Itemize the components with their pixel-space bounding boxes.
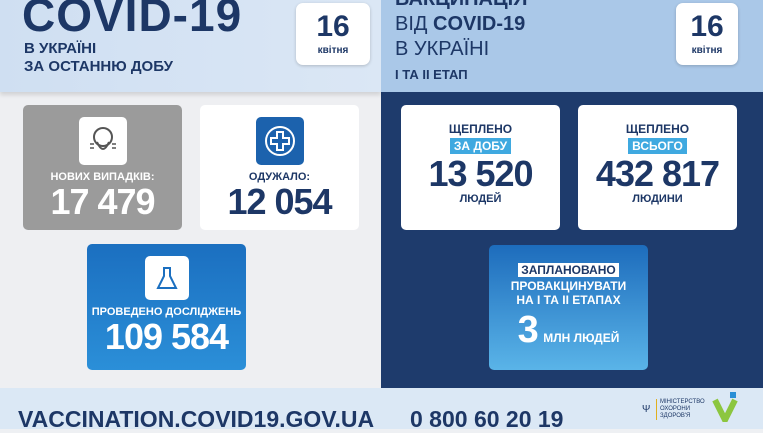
recovered-value: 12 054 [227,181,332,222]
vaccinated-total-value: 432 817 [595,153,720,194]
trident-icon: Ψ [642,404,651,415]
date-badge: 16 квітня [296,3,370,65]
covid-title: COVID-19 [22,0,243,41]
vaccinated-total-card: ЩЕПЛЕНО ВСЬОГО 432 817 ЛЮДИНИ [578,105,737,230]
vaccination-logo [712,392,740,427]
hotline-phone[interactable]: 0 800 60 20 19 [410,406,564,432]
date-badge: 16 квітня [676,3,738,65]
vaccinated-daily-value: 13 520 [428,153,533,194]
left-header: COVID-19 В УКРАЇНІ ЗА ОСТАННЮ ДОБУ 16 кв… [0,0,381,92]
stage-label: І ТА ІІ ЕТАП [395,67,468,82]
vaccination-title: ВАКЦИНАЦІЯ [395,0,528,11]
new-cases-value: 17 479 [50,181,155,222]
medical-cross-icon [255,117,304,165]
tests-value: 109 584 [104,316,229,357]
flask-icon [144,256,189,300]
coughing-person-icon [78,117,127,165]
recovered-card: ОДУЖАЛО: 12 054 [200,105,359,230]
subtitle: В УКРАЇНІ [24,40,97,57]
new-cases-card: НОВИХ ВИПАДКІВ: 17 479 [23,105,182,230]
right-header: ВАКЦИНАЦІЯ ВІД COVID-19 В УКРАЇНІ І ТА І… [381,0,763,92]
tests-card: ПРОВЕДЕНО ДОСЛІДЖЕНЬ 109 584 [87,244,246,370]
footer: VACCINATION.COVID19.GOV.UA 0 800 60 20 1… [0,388,763,432]
website-link[interactable]: VACCINATION.COVID19.GOV.UA [18,406,375,432]
vaccinated-daily-card: ЩЕПЛЕНО ЗА ДОБУ 13 520 ЛЮДЕЙ [401,105,560,230]
subtitle: ЗА ОСТАННЮ ДОБУ [24,58,173,75]
planned-card: ЗАПЛАНОВАНО ПРОВАКЦИНУВАТИ НА І ТА ІІ ЕТ… [489,245,648,370]
ministry-logo: МІНІСТЕРСТВО ОХОРОНИ ЗДОРОВ'Я [656,399,705,420]
